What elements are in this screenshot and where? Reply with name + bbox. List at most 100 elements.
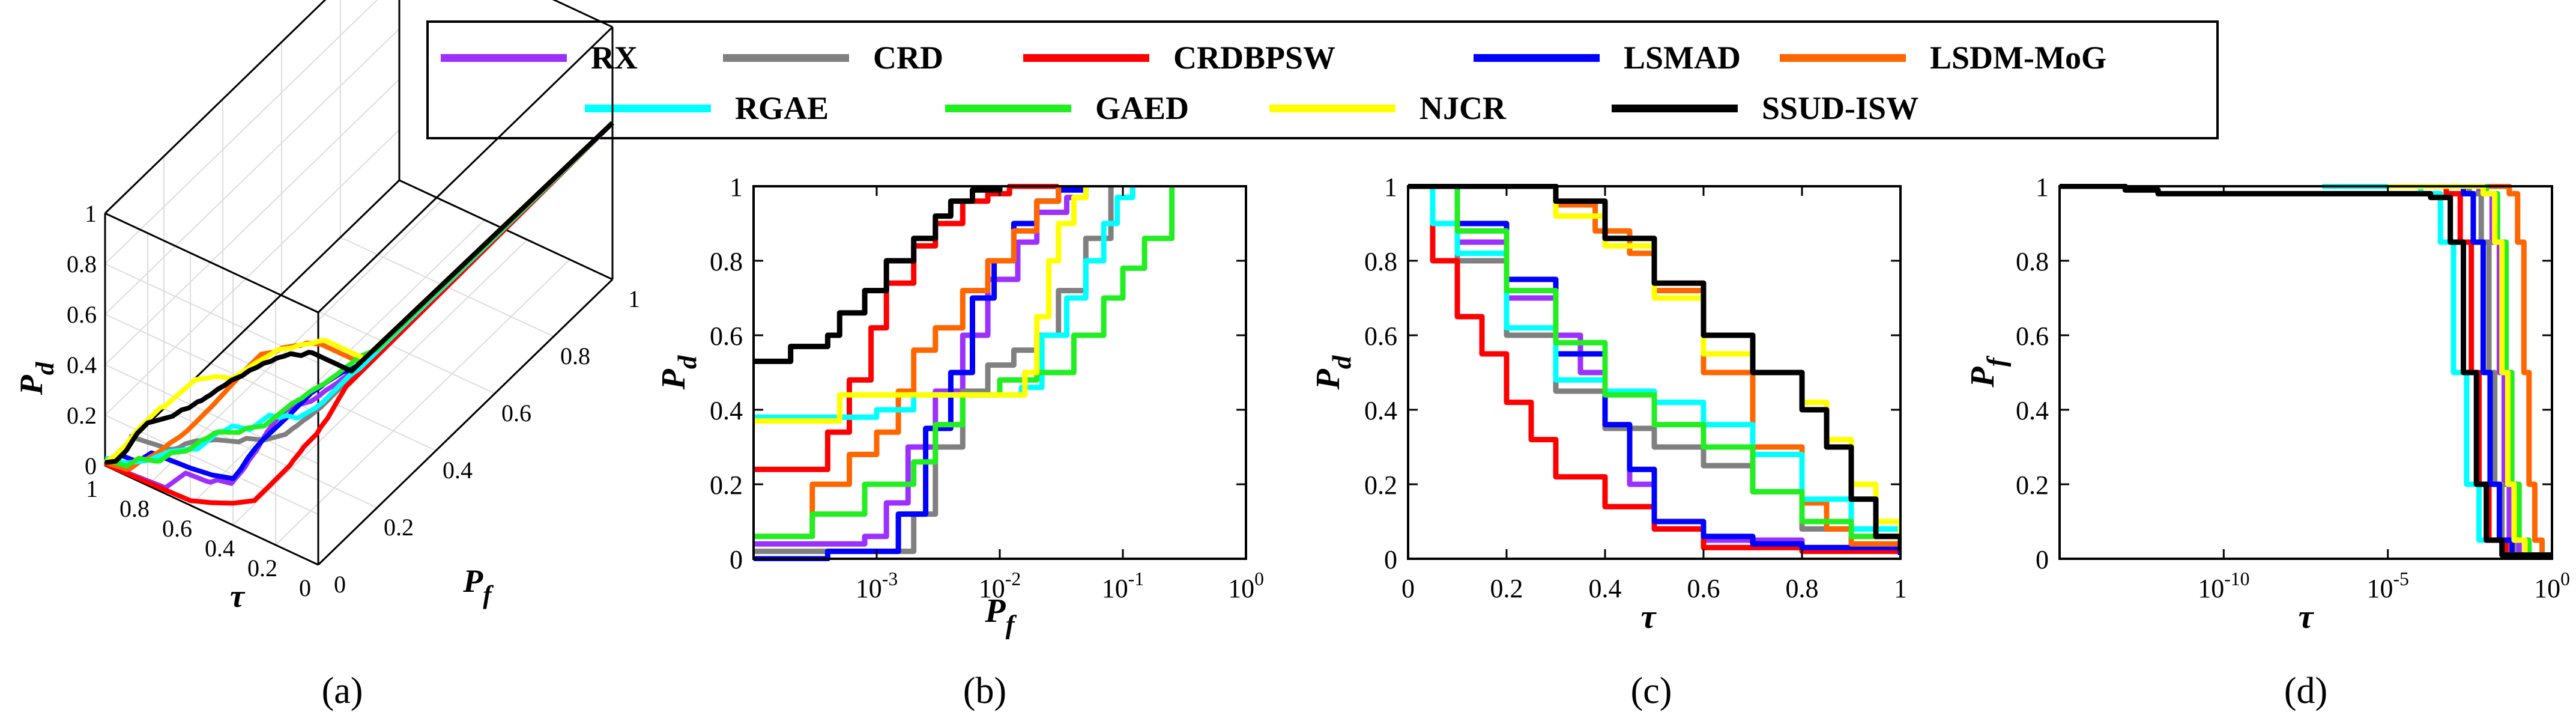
legend-swatch xyxy=(585,105,711,112)
series-line-rgae xyxy=(1408,184,1900,540)
panel-label: (c) xyxy=(1631,671,1672,711)
panel-label: (d) xyxy=(2284,671,2327,711)
y-axis-label: Pd xyxy=(655,355,703,390)
y-tick-label: 0.2 xyxy=(2016,470,2049,500)
legend-swatch xyxy=(1023,54,1149,62)
y-tick-label: 0.8 xyxy=(560,342,590,370)
y-tick-label: 0.6 xyxy=(1364,321,1397,351)
legend-label: LSDM-MoG xyxy=(1930,40,2106,76)
legend-swatch xyxy=(441,54,567,62)
x-tick-label: 0.2 xyxy=(1490,574,1523,603)
axes-frame xyxy=(1407,185,1902,560)
y-tick-label: 1 xyxy=(730,172,743,202)
series-line-ssud-isw xyxy=(2060,184,2552,559)
x-tick-label: 0 xyxy=(1401,574,1415,603)
legend-label: CRDBPSW xyxy=(1173,40,1336,76)
y-tick-label: 0.2 xyxy=(710,470,743,500)
y-tick-label: 1 xyxy=(1384,172,1397,202)
series-line-lsmad xyxy=(2387,184,2552,559)
grid-line xyxy=(104,129,400,416)
y-tick-label: 0.2 xyxy=(1364,470,1397,500)
grid-line xyxy=(147,199,443,486)
z-axis-label: Pd xyxy=(13,361,59,395)
y-tick-label: 0.8 xyxy=(710,247,743,276)
legend-swatch xyxy=(1780,54,1906,62)
legend-label: NJCR xyxy=(1420,90,1506,126)
series-line-njcr xyxy=(754,186,1089,424)
grid-line xyxy=(104,0,378,264)
legend-label: SSUD-ISW xyxy=(1762,90,1919,126)
y-tick-label: 0.6 xyxy=(710,321,743,351)
z-tick-label: 0 xyxy=(85,452,97,479)
series-line-rgae xyxy=(104,121,614,466)
x-tick-label: 0.8 xyxy=(1786,574,1819,603)
y-tick-label: 0 xyxy=(1384,545,1397,574)
grid-line xyxy=(104,79,400,365)
x-tick-label: 10-10 xyxy=(2198,568,2249,603)
x-tick-label: 1 xyxy=(86,475,98,502)
y-tick-label: 0.4 xyxy=(710,396,743,425)
legend: RX CRD CRDBPSW LSMAD LSDM-MoG RGAE GAED NJCR SSU… xyxy=(426,20,2219,139)
y-tick-label: 1 xyxy=(628,285,640,312)
y-tick-label: 0 xyxy=(730,545,743,574)
legend-swatch xyxy=(1269,105,1395,112)
legend-label: CRD xyxy=(873,40,943,76)
y-tick-label: 0.8 xyxy=(1364,247,1397,276)
series-line-crdbpsw xyxy=(104,121,614,506)
x-tick-label: 0 xyxy=(299,574,311,601)
series-line-crdbpsw xyxy=(1408,184,1900,555)
y-tick-label: 0.4 xyxy=(443,457,473,484)
x-tick-label: 0.4 xyxy=(205,535,235,562)
y-tick-label: 0.6 xyxy=(501,400,531,427)
series-line-ssud-isw xyxy=(754,186,1003,364)
z-tick-label: 0.8 xyxy=(67,251,97,278)
x-tick-label: 0.8 xyxy=(119,495,150,522)
series-line-lsdm-mog xyxy=(2420,184,2552,559)
y-tick-label: 0 xyxy=(334,571,346,598)
grid-line xyxy=(104,364,319,464)
y-tick-label: 0.8 xyxy=(2016,247,2049,276)
x-axis-label: τ xyxy=(2299,598,2315,636)
series-line-gaed xyxy=(104,121,614,469)
series-group xyxy=(2060,184,2552,559)
axes-frame xyxy=(752,185,1247,560)
x-axis-label: Pf xyxy=(984,592,1017,640)
series-line-ssud-isw xyxy=(1408,184,1900,552)
y-tick-label: 0.2 xyxy=(384,514,414,541)
legend-label: LSMAD xyxy=(1624,40,1741,76)
y-axis-label: Pf xyxy=(462,563,494,609)
grid-line xyxy=(163,408,378,508)
grid-line xyxy=(232,239,528,526)
y-tick-label: 0 xyxy=(2036,545,2049,574)
series-line-gaed xyxy=(1408,184,1900,544)
series-group xyxy=(1408,184,1900,555)
x-tick-label: 100 xyxy=(2534,568,2570,603)
x-axis-label: τ xyxy=(230,578,246,614)
series-line-lsdm-mog xyxy=(754,186,1062,540)
legend-swatch xyxy=(723,54,849,62)
box-edge xyxy=(317,278,614,566)
grid-line xyxy=(104,28,400,315)
box-edge xyxy=(104,179,401,467)
x-tick-label: 10-1 xyxy=(1102,568,1144,603)
z-tick-label: 0.4 xyxy=(67,351,97,379)
y-axis-label: Pf xyxy=(1964,355,2012,388)
box-edge xyxy=(104,464,319,566)
legend-swatch xyxy=(1612,105,1738,112)
grid-line xyxy=(104,314,319,414)
grid-line xyxy=(275,259,570,546)
series-group xyxy=(754,184,1175,561)
y-tick-label: 0.4 xyxy=(2016,396,2049,425)
y-tick-label: 0.6 xyxy=(2016,321,2049,351)
x-tick-label: 10-5 xyxy=(2366,568,2408,603)
x-tick-label: 10-3 xyxy=(856,568,898,603)
panel-label: (b) xyxy=(963,671,1006,711)
y-tick-label: 1 xyxy=(2036,172,2049,202)
x-tick-label: 0.6 xyxy=(1687,574,1720,603)
legend-label: RGAE xyxy=(735,90,829,126)
series-line-lsdm-mog xyxy=(104,121,614,472)
panel-label: (a) xyxy=(322,671,363,711)
panel-c: 0 0.2 0.4 0.6 0.8 1 0 0.2 0.4 0.6 0.8 1 Pd τ (c) xyxy=(1310,172,1907,711)
